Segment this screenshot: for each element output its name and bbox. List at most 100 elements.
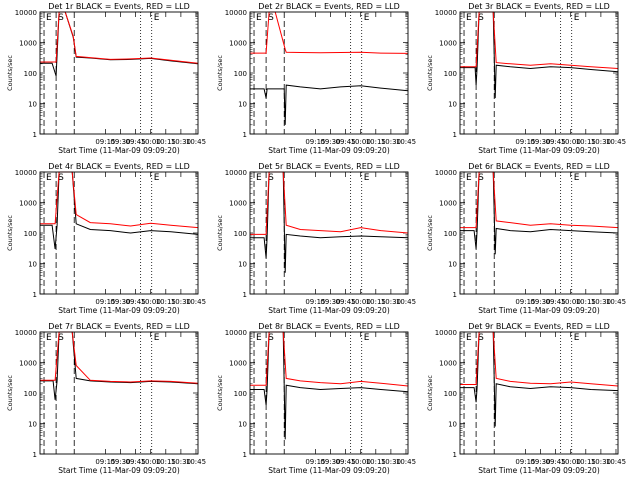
y-tick-label: 10000	[435, 329, 457, 337]
y-tick-label: 10	[28, 261, 37, 269]
y-tick-label: 10	[28, 101, 37, 109]
series-events-line	[250, 331, 409, 440]
plot-frame	[459, 331, 619, 455]
series-events-line	[250, 84, 409, 125]
y-tick-label: 100	[444, 230, 457, 238]
y-tick-label: 10000	[225, 9, 247, 17]
y-axis-label: Counts/sec	[6, 375, 14, 411]
y-tick-label: 1	[243, 291, 247, 299]
x-tick-label: 09:45	[546, 138, 566, 146]
panel-title: Det 3r BLACK = Events, RED = LLD	[468, 2, 610, 11]
marker-label: E	[466, 173, 472, 183]
y-tick-label: 10	[448, 421, 457, 429]
x-tick-label: 10:00	[561, 298, 581, 306]
y-tick-label: 1	[33, 291, 37, 299]
marker-label: E	[574, 333, 580, 343]
marker-label: E	[466, 13, 472, 23]
y-tick-label: 1000	[19, 360, 37, 368]
x-tick-label: 10:15	[156, 458, 176, 466]
y-axis-label: Counts/sec	[426, 375, 434, 411]
marker-label: E	[154, 13, 160, 23]
y-tick-label: 100	[24, 390, 37, 398]
y-tick-label: 1	[453, 451, 457, 459]
x-tick-label: 09:15	[95, 458, 115, 466]
x-tick-label: 10:15	[576, 298, 596, 306]
x-tick-label: 10:00	[141, 138, 161, 146]
marker-label: E	[364, 173, 370, 183]
y-tick-label: 1	[243, 131, 247, 139]
series-lld-line	[460, 331, 619, 387]
y-tick-label: 1	[243, 451, 247, 459]
panel-title: Det 2r BLACK = Events, RED = LLD	[258, 2, 400, 11]
x-tick-label: 10:45	[606, 458, 626, 466]
y-tick-label: 1000	[229, 40, 247, 48]
x-tick-label: 10:45	[186, 458, 206, 466]
series-events-line	[40, 171, 199, 249]
x-tick-label: 10:45	[396, 298, 416, 306]
x-axis-label: Start Time (11-Mar-09 09:09:20)	[268, 146, 390, 155]
panel-title: Det 1r BLACK = Events, RED = LLD	[48, 2, 190, 11]
y-tick-label: 10	[28, 421, 37, 429]
panel-title: Det 5r BLACK = Events, RED = LLD	[258, 162, 400, 171]
marker-label: E	[364, 13, 370, 23]
x-tick-label: 10:00	[351, 138, 371, 146]
y-axis-label: Counts/sec	[216, 215, 224, 251]
y-tick-label: 10	[448, 101, 457, 109]
x-tick-label: 10:15	[156, 138, 176, 146]
series-events-line	[460, 331, 619, 427]
x-tick-label: 10:00	[351, 458, 371, 466]
plot-frame	[39, 11, 199, 135]
y-tick-label: 1	[33, 131, 37, 139]
x-tick-label: 10:00	[561, 138, 581, 146]
x-tick-label: 09:30	[320, 138, 340, 146]
y-tick-label: 10000	[15, 169, 37, 177]
x-tick-label: 10:30	[591, 298, 611, 306]
x-tick-label: 10:30	[381, 138, 401, 146]
series-lld-line	[250, 331, 409, 387]
plot-frame	[249, 171, 409, 295]
y-tick-label: 100	[444, 390, 457, 398]
series-lld-line	[460, 171, 619, 229]
x-axis-label: Start Time (11-Mar-09 09:09:20)	[478, 306, 600, 315]
y-tick-label: 10	[238, 101, 247, 109]
y-axis-label: Counts/sec	[6, 215, 14, 251]
x-tick-label: 10:45	[606, 298, 626, 306]
x-axis-label: Start Time (11-Mar-09 09:09:20)	[268, 466, 390, 475]
x-tick-label: 09:45	[546, 298, 566, 306]
y-tick-label: 100	[24, 230, 37, 238]
y-tick-label: 10	[238, 421, 247, 429]
panel-title: Det 9r BLACK = Events, RED = LLD	[468, 322, 610, 331]
marker-label: E	[256, 333, 262, 343]
x-axis-label: Start Time (11-Mar-09 09:09:20)	[478, 146, 600, 155]
y-tick-label: 100	[234, 70, 247, 78]
y-tick-label: 1000	[439, 360, 457, 368]
y-tick-label: 1	[33, 451, 37, 459]
y-tick-label: 100	[234, 230, 247, 238]
y-axis-label: Counts/sec	[216, 375, 224, 411]
x-tick-label: 09:45	[126, 458, 146, 466]
plot-frame	[39, 331, 199, 455]
y-tick-label: 10000	[15, 9, 37, 17]
y-tick-label: 100	[444, 70, 457, 78]
x-tick-label: 09:45	[336, 138, 356, 146]
marker-label: S	[58, 13, 64, 23]
x-tick-label: 10:00	[561, 458, 581, 466]
marker-label: E	[466, 333, 472, 343]
x-tick-label: 09:30	[110, 138, 130, 146]
x-tick-label: 09:15	[305, 458, 325, 466]
marker-label: S	[58, 173, 64, 183]
plot-frame	[249, 11, 409, 135]
x-tick-label: 09:30	[530, 458, 550, 466]
y-tick-label: 1	[453, 131, 457, 139]
x-axis-label: Start Time (11-Mar-09 09:09:20)	[478, 466, 600, 475]
marker-label: E	[46, 173, 52, 183]
x-tick-label: 09:30	[110, 458, 130, 466]
y-axis-label: Counts/sec	[216, 55, 224, 91]
x-tick-label: 09:15	[515, 458, 535, 466]
y-tick-label: 1000	[19, 40, 37, 48]
panel-title: Det 8r BLACK = Events, RED = LLD	[258, 322, 400, 331]
x-tick-label: 10:00	[141, 298, 161, 306]
plot-frame	[249, 331, 409, 455]
series-events-line	[460, 171, 619, 255]
